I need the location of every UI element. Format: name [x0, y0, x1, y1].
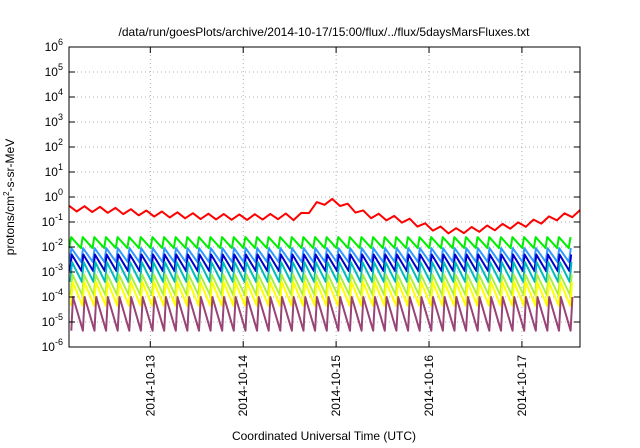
y-tick-label: 101 [45, 162, 63, 179]
y-tick-label: 100 [45, 187, 63, 204]
y-axis-label: protons/cm2-s-sr-MeV [2, 139, 17, 255]
x-axis: 2014-10-13 2014-10-14 2014-10-15 2014-10-16… [143, 47, 529, 416]
series-line [68, 197, 581, 235]
x-axis-label: Coordinated Universal Time (UTC) [232, 429, 416, 443]
y-tick-label: 103 [45, 112, 63, 129]
x-tick-label: 2014-10-13 [143, 355, 157, 417]
x-tick-label: 2014-10-16 [422, 355, 436, 417]
series-line [69, 253, 573, 272]
chart-title: /data/run/goesPlots/archive/2014-10-17/1… [119, 25, 531, 39]
y-tick-label: 10-1 [42, 212, 63, 229]
y-tick-label: 104 [45, 87, 63, 104]
y-tick-label: 102 [45, 137, 63, 154]
series-line [68, 247, 572, 264]
y-axis: 10-6 10-5 10-4 10-3 10-2 10-1 100 101 102 103 104 1… [42, 37, 580, 354]
y-tick-label: 10-5 [42, 312, 63, 329]
y-tick-label: 10-2 [42, 237, 63, 254]
series-line [70, 296, 574, 332]
series-group [68, 197, 581, 332]
series-line [68, 236, 572, 250]
y-tick-label: 10-3 [42, 262, 63, 279]
y-tick-label: 106 [45, 37, 63, 54]
x-tick-label: 2014-10-14 [236, 355, 250, 417]
y-tick-label: 10-6 [42, 337, 63, 354]
series-line [69, 261, 573, 283]
x-tick-label: 2014-10-17 [515, 355, 529, 417]
x-tick-label: 2014-10-15 [329, 355, 343, 417]
y-tick-label: 10-4 [42, 287, 63, 304]
y-tick-label: 105 [45, 62, 63, 79]
series-line [69, 280, 574, 307]
